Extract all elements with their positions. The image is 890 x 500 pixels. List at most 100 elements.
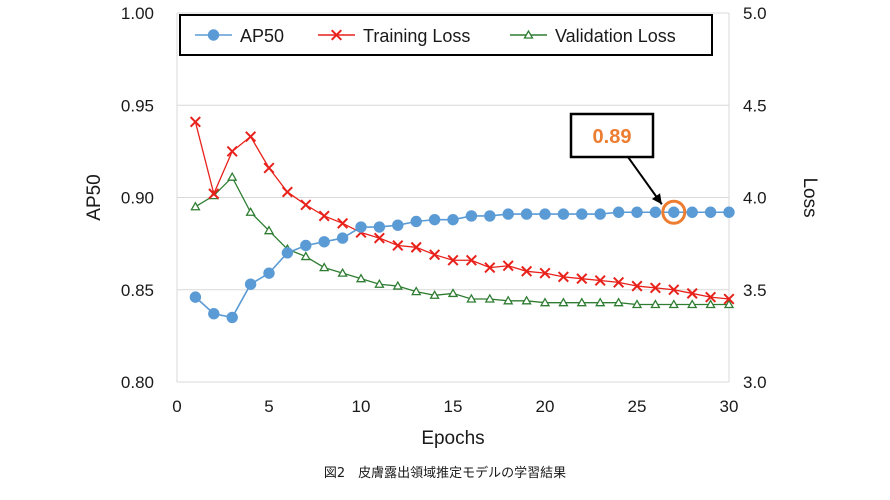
ap50-point: [244, 278, 257, 290]
x-tick-label: 10: [352, 397, 371, 416]
tick-labels: 0.80 0.85 0.90 0.95 1.00 3.0 3.5 4.0 4.5 5.0 0 5 10 1…: [121, 4, 767, 416]
ap50-point: [612, 206, 625, 218]
validation-loss-point: [392, 280, 403, 290]
validation-loss-point: [687, 299, 698, 309]
training-loss-point: [410, 241, 422, 253]
legend-label: AP50: [240, 26, 284, 46]
legend-label: Training Loss: [363, 26, 470, 46]
callout: 0.89: [569, 112, 687, 225]
ap50-point: [502, 208, 514, 220]
x-tick-label: 20: [536, 397, 555, 416]
training-loss-point: [330, 29, 343, 41]
training-loss-series: [189, 116, 735, 305]
ap50-point: [594, 208, 606, 220]
ap50-point: [189, 291, 202, 303]
validation-loss-point: [411, 286, 422, 296]
y-right-tick-label: 5.0: [743, 4, 767, 23]
ap50-point: [226, 311, 238, 324]
ap50-point: [704, 206, 717, 218]
y-left-tick-label: 0.80: [121, 373, 154, 392]
y-left-tick-label: 0.90: [121, 189, 154, 208]
y-left-tick-label: 0.85: [121, 281, 154, 300]
validation-loss-point: [374, 278, 385, 288]
ap50-point: [447, 213, 459, 226]
ap50-point: [539, 208, 551, 220]
training-loss-point-stroke: [539, 267, 551, 279]
ap50-point: [281, 247, 294, 259]
training-loss-point: [686, 287, 698, 299]
training-loss-point: [668, 284, 680, 296]
training-loss-point-stroke: [521, 265, 533, 277]
validation-loss-point: [613, 297, 624, 307]
training-loss-point-stroke: [686, 287, 698, 299]
ap50-point: [263, 267, 275, 279]
training-loss-point-stroke: [576, 273, 588, 285]
training-loss-point: [245, 131, 257, 143]
training-loss-point: [613, 276, 625, 288]
training-loss-point-stroke: [502, 260, 514, 272]
validation-loss-point: [705, 299, 716, 309]
validation-loss-point: [558, 297, 569, 307]
validation-loss-point: [190, 201, 201, 211]
training-loss-point-stroke: [429, 249, 441, 261]
ap50-point: [392, 219, 404, 231]
training-loss-point-stroke: [337, 217, 349, 229]
training-loss-point: [300, 199, 312, 211]
x-tick-label: 25: [628, 397, 647, 416]
training-loss-point: [373, 232, 385, 244]
ap50-point: [373, 221, 386, 233]
ap50-point: [520, 208, 533, 220]
x-tick-label: 0: [172, 397, 181, 416]
training-loss-point-stroke: [465, 254, 477, 266]
training-loss-point: [263, 162, 275, 174]
callout-label: 0.89: [593, 126, 632, 148]
ap50-point: [631, 206, 643, 218]
training-loss-point: [576, 273, 588, 285]
training-loss-point-stroke: [631, 280, 643, 292]
y-right-tick-label: 3.0: [743, 373, 767, 392]
ap50-point: [576, 208, 588, 220]
ap50-point: [649, 206, 662, 218]
y-left-tick-label: 1.00: [121, 4, 154, 23]
training-loss-point: [226, 145, 238, 157]
validation-loss-point: [447, 288, 459, 298]
figure-caption: 図2 皮膚露出領域推定モデルの学習結果: [323, 466, 567, 481]
ap50-point: [336, 232, 349, 244]
y-right-tick-label: 3.5: [743, 281, 767, 300]
legend-label: Validation Loss: [555, 26, 676, 46]
training-loss-point: [723, 293, 735, 305]
ap50-point: [686, 206, 698, 218]
validation-loss-point: [355, 273, 367, 283]
validation-loss-point: [319, 262, 330, 272]
training-loss-point: [484, 262, 496, 274]
validation-loss-point: [300, 251, 311, 261]
ap50-point: [355, 221, 367, 233]
training-loss-point-stroke: [245, 131, 257, 143]
validation-loss-point: [631, 299, 643, 309]
training-loss-point: [337, 217, 349, 229]
training-loss-point-stroke: [410, 241, 422, 253]
training-loss-point: [649, 282, 661, 294]
training-loss-point-stroke: [318, 210, 330, 222]
training-loss-point-stroke: [263, 162, 275, 174]
callout-box: [569, 112, 655, 159]
ap50-series: [189, 206, 735, 324]
training-loss-point: [392, 239, 404, 251]
training-loss-point: [594, 275, 606, 287]
training-loss-point: [539, 267, 551, 279]
training-loss-point-stroke: [557, 271, 569, 283]
training-chart: 0.80 0.85 0.90 0.95 1.00 3.0 3.5 4.0 4.5 5.0 0 5 10 1…: [84, 4, 820, 449]
callout-highlight-ring: [661, 199, 687, 225]
training-loss-point-stroke: [594, 275, 606, 287]
validation-loss-line: [195, 176, 729, 306]
validation-loss-point: [723, 299, 735, 309]
training-loss-point-stroke: [189, 116, 201, 128]
training-loss-point-stroke: [300, 199, 312, 211]
training-loss-point-stroke: [330, 29, 343, 41]
ap50-point: [207, 29, 220, 41]
training-loss-point-stroke: [226, 145, 238, 157]
y-right-tick-label: 4.0: [743, 189, 767, 208]
ap50-point: [723, 206, 735, 218]
ap50-point: [300, 239, 312, 252]
ap50-point: [557, 208, 570, 220]
